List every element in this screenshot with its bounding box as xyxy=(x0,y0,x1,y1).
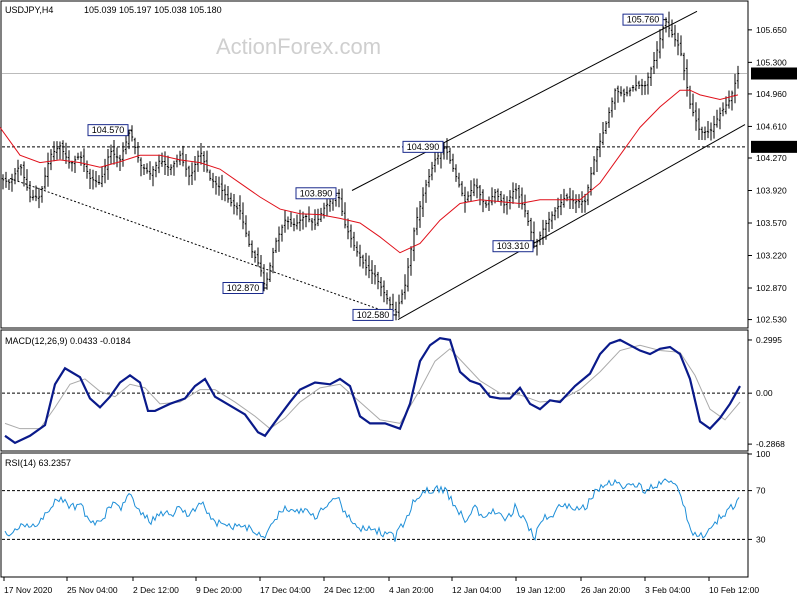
x-axis-label: 17 Dec 04:00 xyxy=(260,585,311,595)
price-label-box xyxy=(295,187,337,200)
price-label-text: 104.570 xyxy=(92,125,125,135)
rsi-axis-label: 30 xyxy=(756,534,766,544)
macd-signal-line xyxy=(4,344,741,430)
rsi-axis-label: 70 xyxy=(756,486,766,496)
macd-axis-label: 0.2995 xyxy=(756,335,782,345)
x-axis-label: 9 Dec 20:00 xyxy=(196,585,242,595)
moving-average-line xyxy=(0,89,739,254)
price-axis-label: 103.220 xyxy=(756,251,787,261)
macd-title: MACD(12,26,9) 0.0433 -0.0184 xyxy=(5,336,131,346)
price-label-text: 102.580 xyxy=(357,310,390,320)
price-axis-label: 104.610 xyxy=(756,121,787,131)
x-axis-label: 17 Nov 2020 xyxy=(4,585,52,595)
x-axis-label: 3 Feb 04:00 xyxy=(645,585,691,595)
support-tag: 104.390 xyxy=(755,142,786,152)
rsi-line xyxy=(4,478,740,542)
ohlc-values: 105.039 105.197 105.038 105.180 xyxy=(84,5,222,15)
watermark: ActionForex.com xyxy=(216,34,381,59)
x-axis-label: 4 Jan 20:00 xyxy=(389,585,434,595)
macd-axis-label: -0.2868 xyxy=(756,439,785,449)
price-label-box xyxy=(402,140,444,153)
current-price-tag-bg xyxy=(751,67,797,80)
price-axis-label: 103.920 xyxy=(756,186,787,196)
price-label-text: 105.760 xyxy=(627,15,660,25)
x-axis-label: 2 Dec 12:00 xyxy=(133,585,179,595)
channel-line xyxy=(351,10,698,191)
price-axis-label: 102.870 xyxy=(756,283,787,293)
rsi-panel-frame xyxy=(0,452,749,578)
downtrend-line xyxy=(9,177,396,316)
x-axis-label: 24 Dec 12:00 xyxy=(324,585,375,595)
price-label-box xyxy=(222,282,264,294)
price-label-text: 103.890 xyxy=(300,188,333,198)
price-label-text: 102.870 xyxy=(227,283,260,293)
price-label-box xyxy=(492,240,534,253)
price-label-text: 103.310 xyxy=(497,241,530,251)
x-axis-label: 10 Feb 12:00 xyxy=(709,585,759,595)
price-label-box xyxy=(622,13,664,26)
price-label-box xyxy=(352,308,394,321)
macd-panel: 0.2995 0.00 -0.2868 xyxy=(2,335,785,449)
macd-axis-label: 0.00 xyxy=(756,388,773,398)
price-axis-label: 104.960 xyxy=(756,89,787,99)
x-axis-label: 19 Jan 12:00 xyxy=(516,585,565,595)
macd-line xyxy=(4,336,741,445)
price-label-box xyxy=(87,124,129,137)
rsi-title: RSI(14) 63.2357 xyxy=(5,458,71,468)
symbol-title: USDJPY,H4 xyxy=(5,5,53,15)
price-panel: 105.650 105.300 104.960 104.610 104.270 103.9… xyxy=(0,10,797,325)
current-price-tag: 105.180 xyxy=(755,69,786,79)
x-axis: 17 Nov 2020 25 Nov 04:00 2 Dec 12:00 9 Dec … xyxy=(3,577,759,595)
price-label-text: 104.390 xyxy=(407,142,440,152)
price-axis-label: 104.270 xyxy=(756,153,787,163)
rsi-panel: 100 70 30 xyxy=(2,449,770,544)
x-axis-label: 12 Jan 04:00 xyxy=(452,585,501,595)
x-axis-label: 25 Nov 04:00 xyxy=(67,585,118,595)
support-tag-bg xyxy=(751,140,797,153)
rsi-axis-label: 100 xyxy=(756,449,770,459)
price-axis-label: 105.300 xyxy=(756,57,787,67)
price-axis-label: 102.530 xyxy=(756,315,787,325)
price-panel-frame xyxy=(0,0,749,329)
x-axis-label: 26 Jan 20:00 xyxy=(581,585,630,595)
price-axis-label: 103.570 xyxy=(756,218,787,228)
price-axis-label: 105.650 xyxy=(756,25,787,35)
macd-panel-frame xyxy=(0,329,749,452)
channel-line xyxy=(397,124,746,321)
